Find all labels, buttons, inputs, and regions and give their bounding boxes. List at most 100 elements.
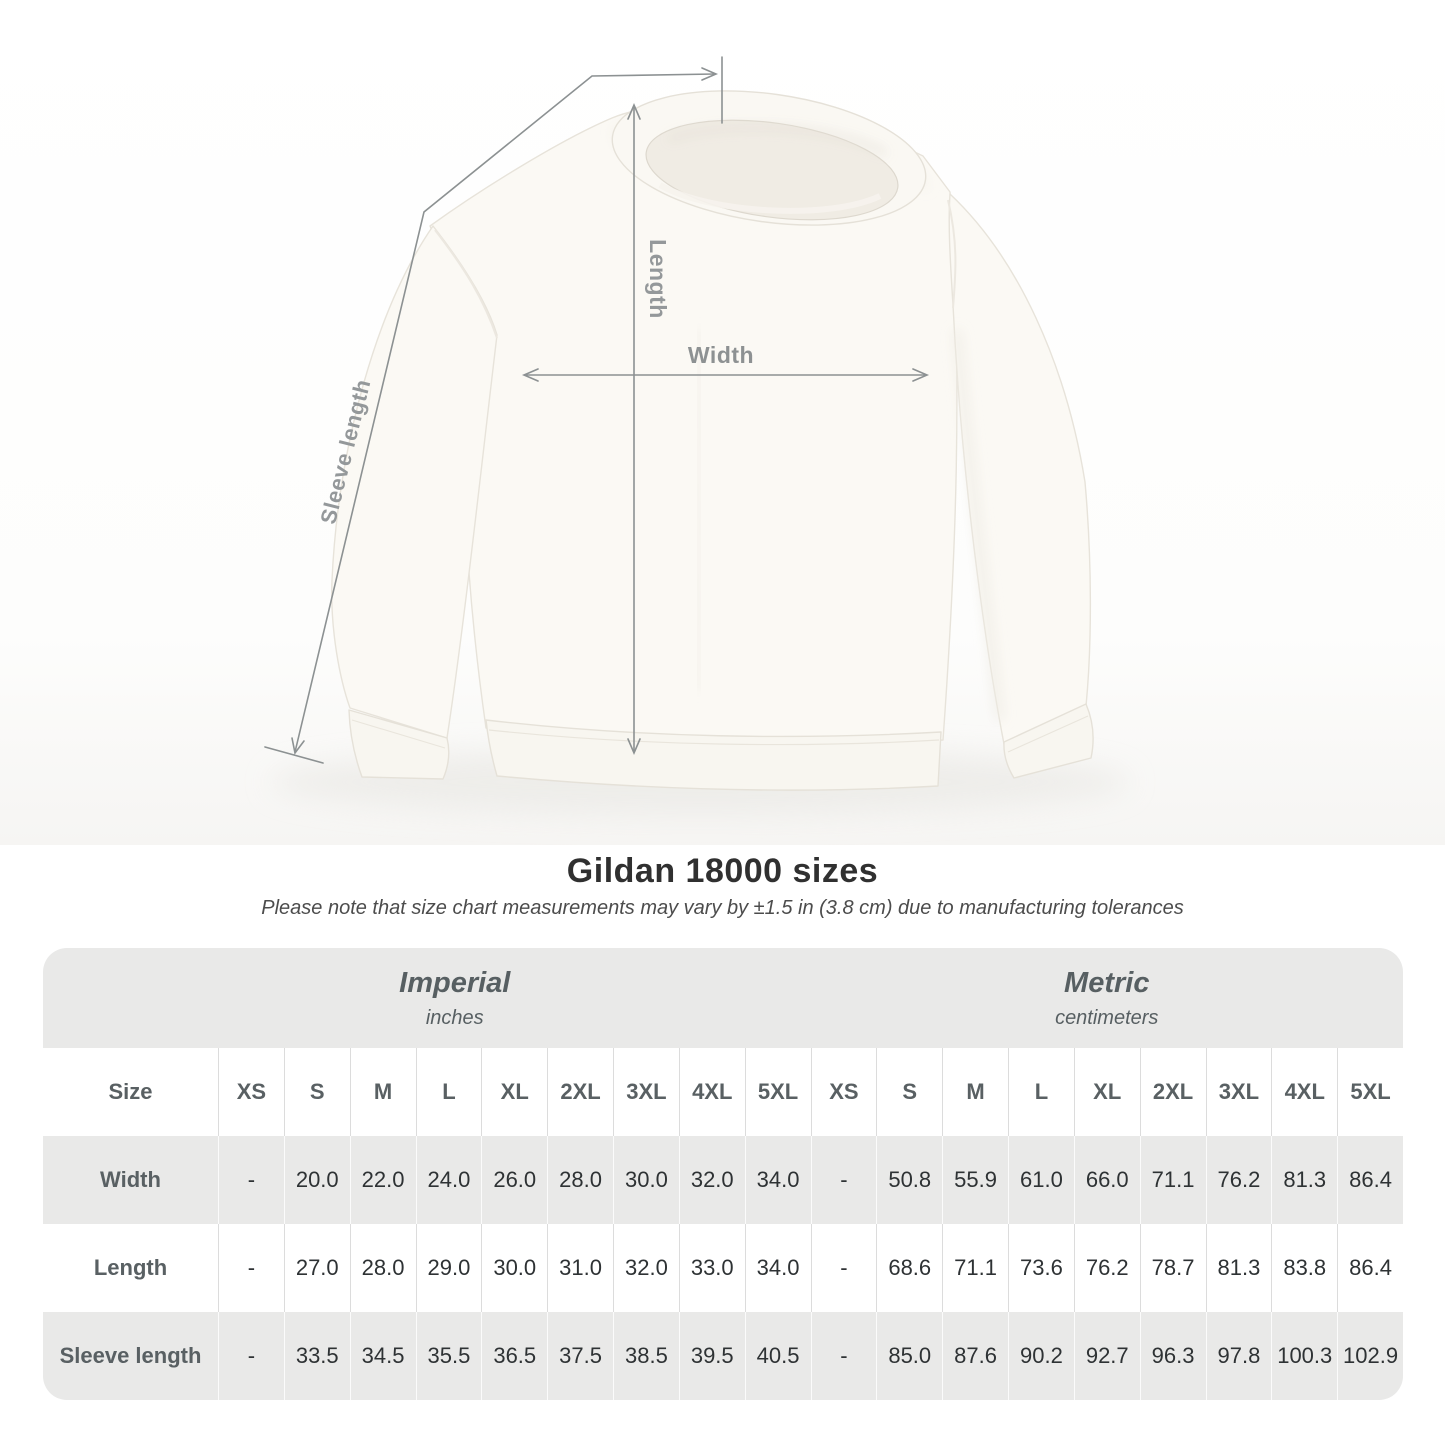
value-cell: - bbox=[810, 1312, 877, 1400]
value-cell: 96.3 bbox=[1139, 1312, 1206, 1400]
value-cell: 83.8 bbox=[1271, 1224, 1338, 1312]
value-cell: 76.2 bbox=[1073, 1224, 1140, 1312]
row-label: Sleeve length bbox=[43, 1312, 218, 1400]
value-cell: 90.2 bbox=[1008, 1312, 1074, 1400]
value-cell: 71.1 bbox=[1139, 1136, 1206, 1224]
collar-opening bbox=[645, 119, 899, 221]
value-cell: 97.8 bbox=[1205, 1312, 1272, 1400]
value-cell: 28.0 bbox=[349, 1224, 416, 1312]
value-cell: 66.0 bbox=[1073, 1136, 1140, 1224]
product-photo-area: Length Width Sleeve length bbox=[0, 0, 1445, 845]
value-cell: 29.0 bbox=[415, 1224, 482, 1312]
left-cuff-seam bbox=[351, 719, 446, 749]
size-header-cell: 2XL bbox=[1139, 1048, 1206, 1136]
size-header-cell: L bbox=[415, 1048, 482, 1136]
size-header-cell: XS bbox=[810, 1048, 877, 1136]
size-header-cell: XL bbox=[481, 1048, 548, 1136]
value-cell: 86.4 bbox=[1337, 1224, 1403, 1312]
right-cuff-seam bbox=[1007, 715, 1089, 753]
imperial-band-inner: Imperial inches bbox=[399, 967, 510, 1030]
value-cell: 87.6 bbox=[942, 1312, 1008, 1400]
collar bbox=[611, 90, 927, 226]
collar-inner-highlight bbox=[658, 182, 882, 214]
waistband-seam bbox=[488, 729, 940, 746]
value-cell: 20.0 bbox=[283, 1136, 350, 1224]
body-crease bbox=[694, 329, 704, 691]
metric-band: Metric centimeters bbox=[810, 948, 1403, 1048]
value-cell: - bbox=[810, 1224, 877, 1312]
value-cell: 71.1 bbox=[942, 1224, 1008, 1312]
size-header-cell: 5XL bbox=[744, 1048, 811, 1136]
cuff-end-tick bbox=[264, 746, 324, 764]
value-cell: 22.0 bbox=[349, 1136, 416, 1224]
metric-title: Metric bbox=[1064, 966, 1150, 999]
value-cell: 78.7 bbox=[1139, 1224, 1206, 1312]
size-header-cell: M bbox=[942, 1048, 1008, 1136]
value-cell: 68.6 bbox=[876, 1224, 943, 1312]
metric-band-inner: Metric centimeters bbox=[1055, 967, 1158, 1030]
value-cell: 38.5 bbox=[613, 1312, 679, 1400]
value-cell: - bbox=[218, 1312, 284, 1400]
value-cell: - bbox=[218, 1136, 284, 1224]
value-cell: 81.3 bbox=[1271, 1136, 1338, 1224]
imperial-subtitle: inches bbox=[425, 1006, 484, 1029]
size-header-cell: XL bbox=[1073, 1048, 1140, 1136]
left-cuff bbox=[348, 709, 450, 780]
size-header-cell: 4XL bbox=[1271, 1048, 1338, 1136]
imperial-title: Imperial bbox=[399, 966, 511, 999]
size-header-cell: 5XL bbox=[1337, 1048, 1403, 1136]
value-cell: 27.0 bbox=[283, 1224, 350, 1312]
value-cell: 36.5 bbox=[481, 1312, 548, 1400]
size-header-cell: 3XL bbox=[1205, 1048, 1272, 1136]
value-cell: 24.0 bbox=[415, 1136, 482, 1224]
right-cuff bbox=[1003, 703, 1094, 779]
size-corner-label: Size bbox=[43, 1048, 218, 1136]
right-shoulder-seam bbox=[947, 199, 957, 309]
value-cell: 34.0 bbox=[744, 1136, 811, 1224]
size-header-cell: XS bbox=[218, 1048, 284, 1136]
length-label: Length bbox=[645, 239, 671, 319]
value-cell: 32.0 bbox=[678, 1136, 745, 1224]
width-measure-line bbox=[521, 368, 930, 382]
value-cell: 32.0 bbox=[613, 1224, 679, 1312]
size-header-cell: S bbox=[876, 1048, 943, 1136]
size-header-cell: S bbox=[283, 1048, 350, 1136]
length-measure-line bbox=[627, 102, 641, 756]
row-label: Width bbox=[43, 1136, 218, 1224]
size-header-cell: 3XL bbox=[613, 1048, 679, 1136]
metric-subtitle: centimeters bbox=[1055, 1006, 1159, 1029]
value-cell: 76.2 bbox=[1205, 1136, 1272, 1224]
value-cell: 50.8 bbox=[876, 1136, 943, 1224]
value-cell: 33.5 bbox=[283, 1312, 350, 1400]
value-cell: 33.0 bbox=[678, 1224, 745, 1312]
value-cell: 39.5 bbox=[678, 1312, 745, 1400]
width-label: Width bbox=[688, 342, 754, 368]
value-cell: 31.0 bbox=[547, 1224, 613, 1312]
value-cell: 81.3 bbox=[1205, 1224, 1272, 1312]
value-cell: 34.0 bbox=[744, 1224, 811, 1312]
left-shoulder-seam bbox=[434, 229, 498, 339]
value-cell: - bbox=[218, 1224, 284, 1312]
value-cell: 86.4 bbox=[1337, 1136, 1403, 1224]
sweatshirt-diagram: Length Width Sleeve length bbox=[0, 0, 1445, 845]
tolerance-note: Please note that size chart measurements… bbox=[261, 897, 1184, 919]
value-cell: 73.6 bbox=[1008, 1224, 1074, 1312]
value-cell: 102.9 bbox=[1337, 1312, 1403, 1400]
value-cell: 35.5 bbox=[415, 1312, 482, 1400]
value-cell: 61.0 bbox=[1008, 1136, 1074, 1224]
value-cell: 34.5 bbox=[349, 1312, 416, 1400]
size-header-cell: M bbox=[349, 1048, 416, 1136]
waistband bbox=[485, 719, 942, 791]
sweatshirt-image bbox=[331, 90, 1094, 791]
imperial-band: Imperial inches bbox=[43, 948, 811, 1048]
value-cell: 30.0 bbox=[613, 1136, 679, 1224]
value-cell: 40.5 bbox=[744, 1312, 811, 1400]
value-cell: 55.9 bbox=[942, 1136, 1008, 1224]
value-cell: - bbox=[810, 1136, 877, 1224]
size-table: Imperial inches Metric centimeters Size … bbox=[43, 948, 1403, 1400]
value-cell: 26.0 bbox=[481, 1136, 548, 1224]
size-chart-title: Gildan 18000 sizes bbox=[566, 852, 879, 890]
size-header-cell: 2XL bbox=[547, 1048, 613, 1136]
value-cell: 85.0 bbox=[876, 1312, 943, 1400]
row-label: Length bbox=[43, 1224, 218, 1312]
